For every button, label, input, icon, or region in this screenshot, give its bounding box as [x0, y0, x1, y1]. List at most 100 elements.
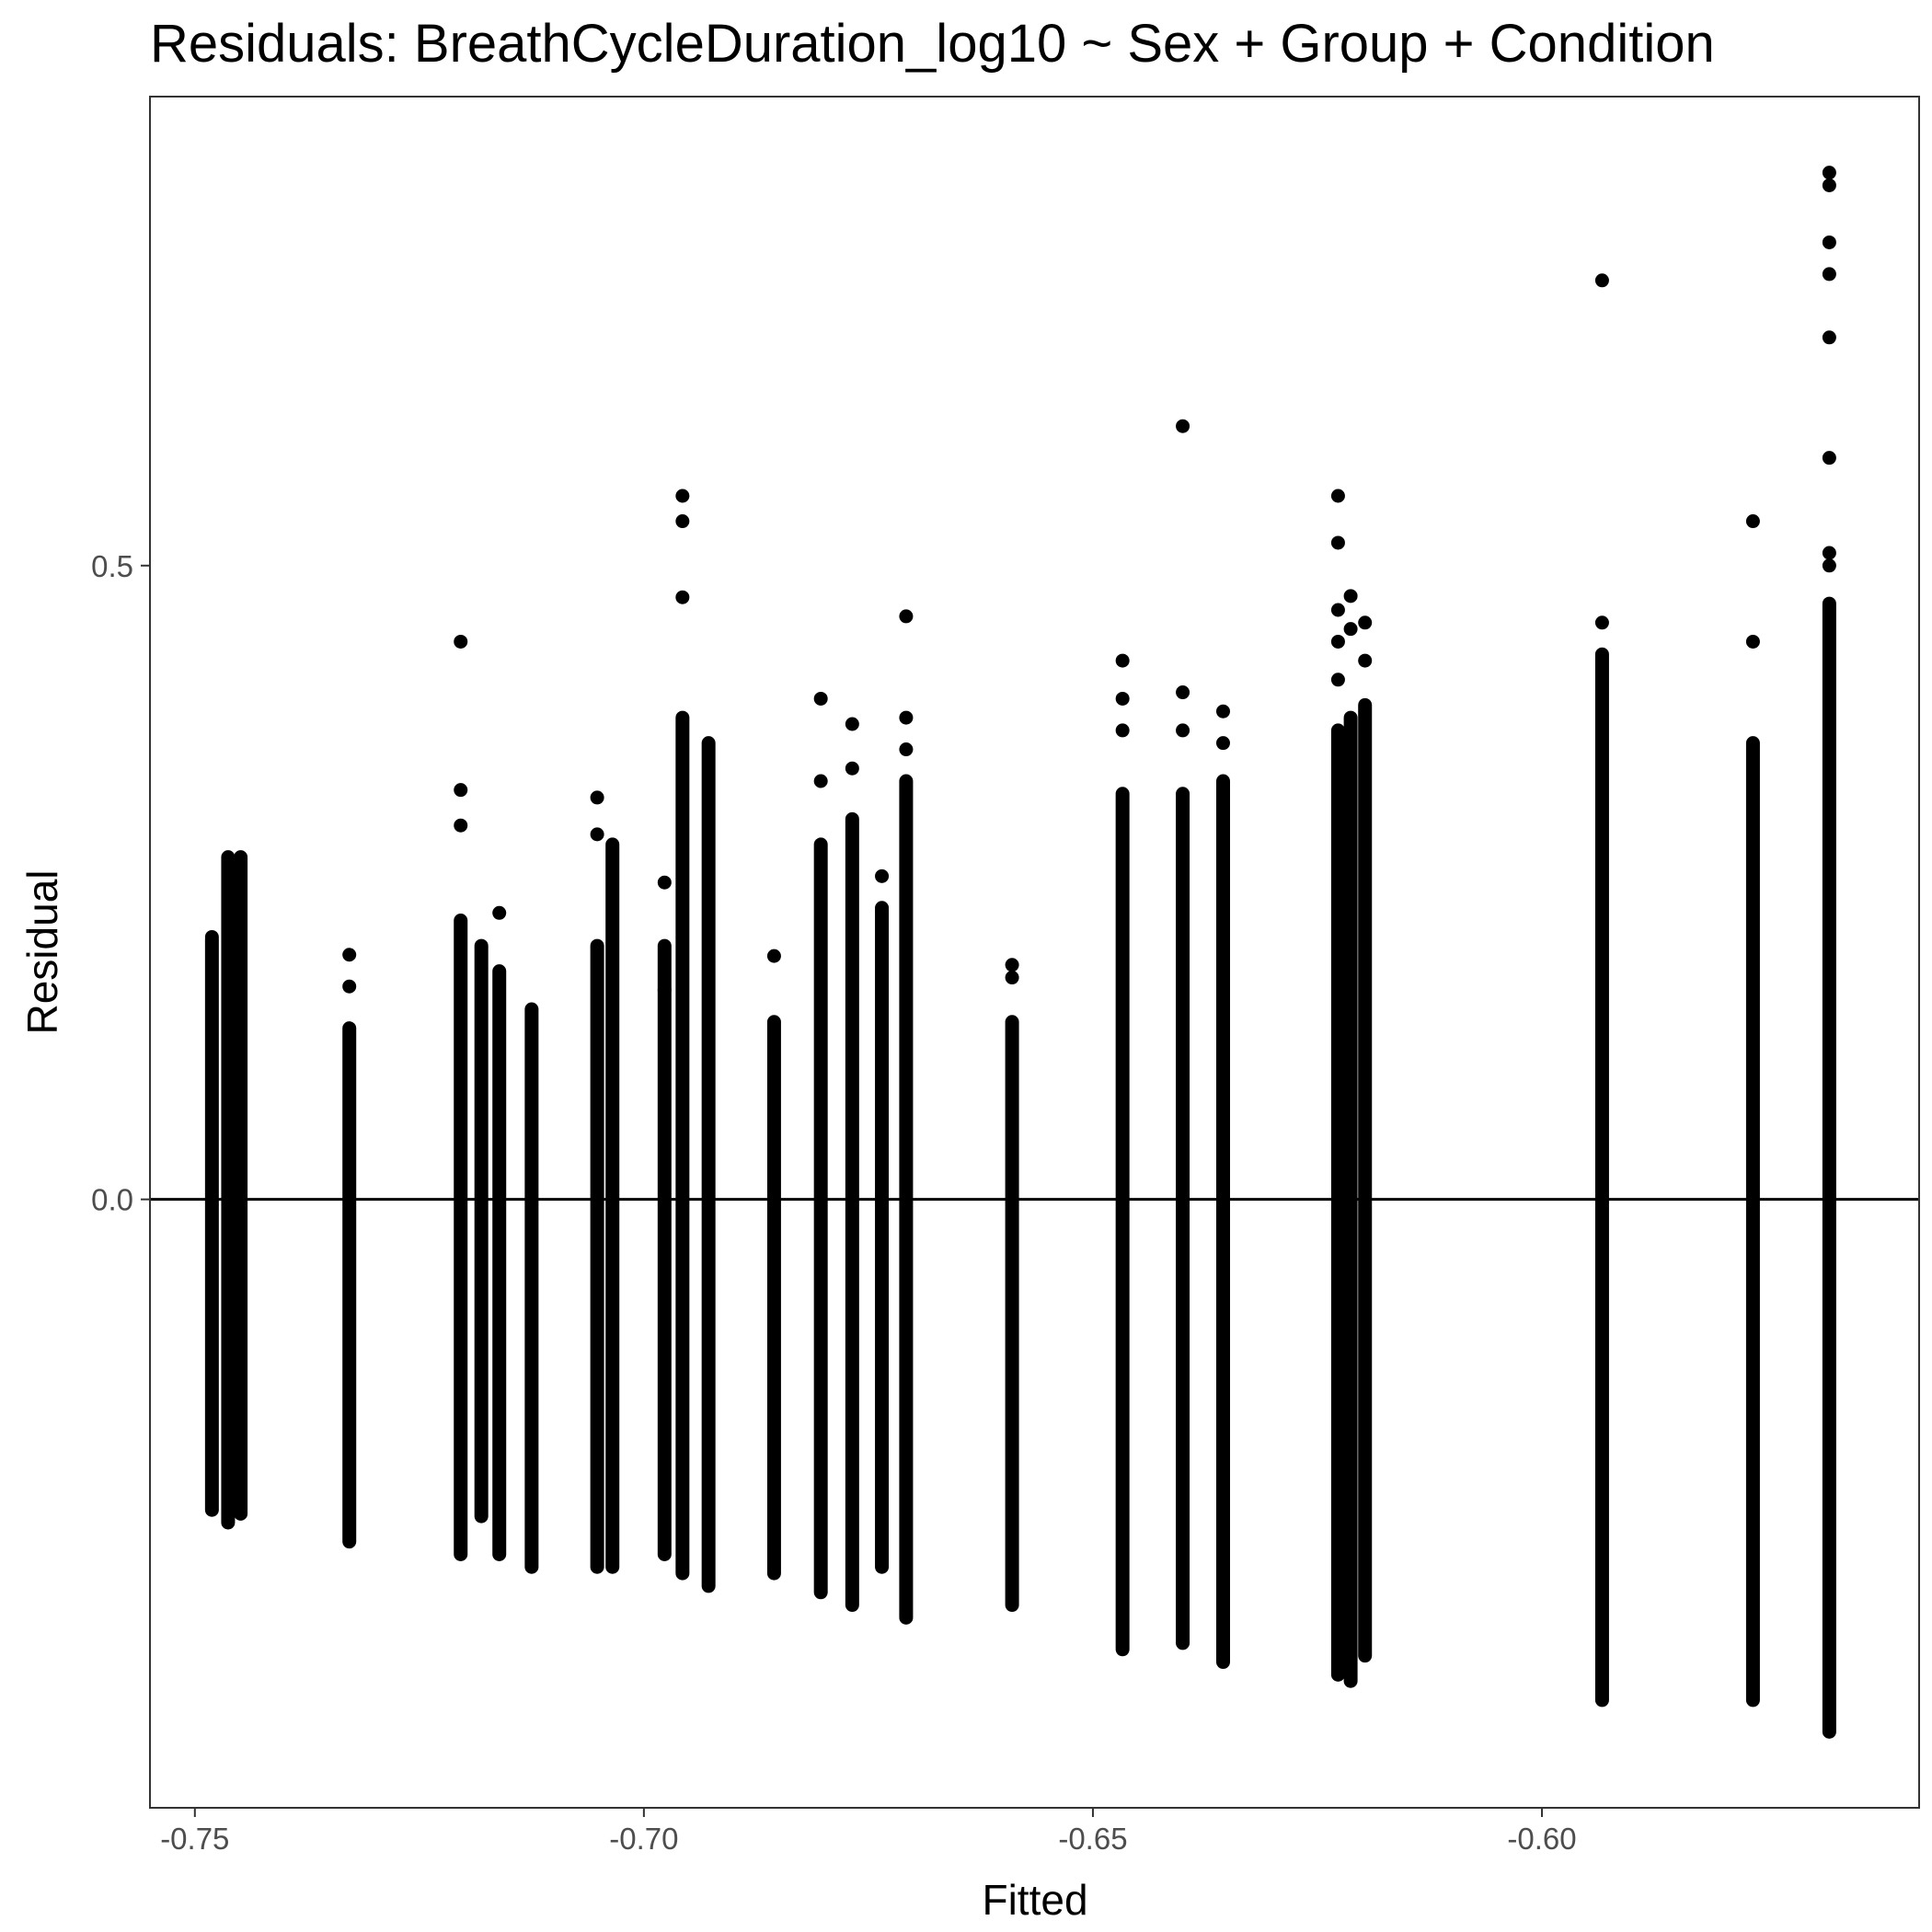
residual-point-band: [221, 850, 236, 1530]
residual-point-band: [1330, 723, 1345, 1682]
residual-point: [1822, 267, 1836, 282]
y-axis-ticks: 0.0 0.5: [91, 549, 150, 1217]
residual-point: [813, 691, 828, 706]
residual-column-3: [234, 850, 248, 1521]
residual-point: [1005, 971, 1019, 985]
residual-point-band: [1176, 787, 1190, 1650]
data-points-layer: [204, 166, 1836, 1739]
residual-point: [454, 634, 468, 649]
residual-point-band: [1115, 787, 1130, 1657]
residual-point: [845, 717, 859, 731]
residual-column-18: [899, 609, 914, 1625]
residual-point: [1176, 685, 1190, 700]
residual-column-13: [701, 736, 716, 1593]
residual-column-6: [474, 938, 489, 1524]
residual-point: [342, 979, 357, 994]
residual-point-band: [492, 964, 507, 1561]
residual-point: [1822, 451, 1836, 466]
residual-point: [1115, 723, 1130, 738]
residual-point: [1343, 622, 1358, 637]
residual-point: [899, 742, 914, 757]
residual-point: [204, 929, 219, 944]
residual-point: [1115, 653, 1130, 668]
residual-point: [1822, 178, 1836, 192]
residual-point-band: [1745, 736, 1760, 1708]
residual-point-band: [524, 1002, 539, 1574]
residual-point-band: [813, 837, 828, 1600]
residual-point: [1176, 419, 1190, 433]
residual-point: [1822, 330, 1836, 345]
residual-column-11: [657, 875, 672, 1561]
residual-point: [1176, 723, 1190, 738]
residual-point: [813, 774, 828, 788]
residual-column-14: [766, 949, 781, 1581]
residual-point: [454, 818, 468, 833]
residual-column-26: [1594, 273, 1609, 1708]
residual-column-8: [524, 1002, 539, 1574]
residual-column-22: [1215, 704, 1230, 1670]
x-tick-label: -0.65: [1058, 1822, 1127, 1856]
residual-column-15: [813, 691, 828, 1600]
residual-column-1: [204, 929, 219, 1517]
residual-column-20: [1115, 653, 1130, 1657]
residual-point: [454, 783, 468, 798]
residual-point: [1358, 653, 1373, 668]
residual-point: [1358, 615, 1373, 630]
residual-point: [675, 514, 690, 529]
residual-column-21: [1176, 419, 1190, 1650]
residual-point: [657, 983, 672, 997]
residual-point-band: [1215, 774, 1230, 1670]
residual-point: [1745, 514, 1760, 529]
residual-point-band: [1594, 647, 1609, 1708]
residual-point-band: [845, 811, 859, 1613]
residual-point: [1822, 546, 1836, 560]
residual-column-4: [342, 948, 357, 1549]
residual-point: [845, 761, 859, 776]
residual-point-band: [766, 1015, 781, 1581]
residual-point-band: [204, 932, 219, 1517]
residual-point: [766, 949, 781, 963]
residual-column-27: [1745, 514, 1760, 1708]
residual-point-band: [605, 837, 620, 1574]
residual-point: [1215, 736, 1230, 751]
residual-point: [657, 875, 672, 890]
residual-point: [1745, 634, 1760, 649]
residual-point-band: [1358, 697, 1373, 1663]
residual-point: [1005, 958, 1019, 972]
residual-point: [899, 710, 914, 725]
x-tick-label: -0.75: [160, 1822, 229, 1856]
residual-point: [342, 948, 357, 962]
residual-point-band: [454, 914, 468, 1561]
residual-point: [1822, 166, 1836, 180]
residual-point: [1330, 535, 1345, 550]
residual-point: [492, 905, 507, 920]
residual-column-7: [492, 905, 507, 1561]
residual-point: [1330, 603, 1345, 617]
residual-point-band: [701, 736, 716, 1593]
residual-point: [1215, 704, 1230, 719]
residual-point: [1330, 634, 1345, 649]
residual-column-5: [454, 634, 468, 1561]
residual-point-band: [342, 1021, 357, 1549]
residual-point-band: [590, 938, 604, 1574]
chart-title: Residuals: BreathCycleDuration_log10 ~ S…: [150, 14, 1715, 74]
x-tick-label: -0.70: [609, 1822, 678, 1856]
residual-column-19: [1005, 958, 1019, 1613]
residual-column-16: [845, 717, 859, 1613]
x-tick-label: -0.60: [1507, 1822, 1576, 1856]
residual-column-12: [675, 489, 690, 1581]
residual-point-band: [875, 901, 890, 1574]
residual-column-10: [605, 837, 620, 1574]
x-axis-label: Fitted: [982, 1876, 1088, 1924]
x-axis-ticks: -0.75 -0.70 -0.65 -0.60: [160, 1808, 1577, 1856]
residual-point: [1594, 615, 1609, 630]
residual-column-23: [1330, 489, 1345, 1682]
residual-point-band: [675, 710, 690, 1581]
residual-column-25: [1358, 615, 1373, 1663]
residual-point: [675, 590, 690, 604]
residual-point: [590, 790, 604, 805]
residual-point: [1343, 589, 1358, 604]
residual-point: [899, 609, 914, 624]
residual-point-band: [657, 938, 672, 1561]
